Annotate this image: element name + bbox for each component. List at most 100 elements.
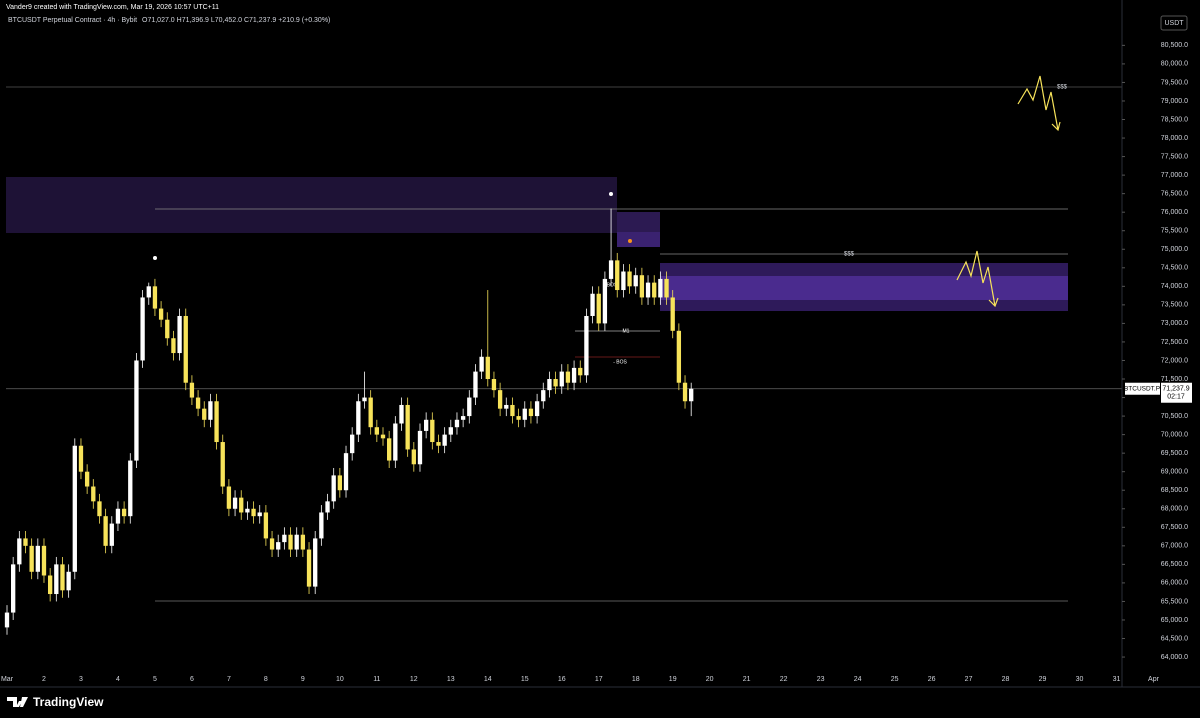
y-tick-label: 77,000.0	[1161, 172, 1188, 179]
candle-body	[485, 356, 490, 380]
logo	[7, 697, 28, 707]
candle-body	[134, 360, 139, 461]
x-tick-label: 9	[301, 676, 305, 683]
candle-body	[350, 434, 355, 454]
candle-body	[115, 508, 121, 524]
candle-body	[689, 388, 694, 402]
candle-body	[152, 286, 158, 309]
candle-body	[460, 416, 466, 420]
candle-body	[121, 508, 127, 517]
x-tick-label: 7	[227, 676, 231, 683]
x-tick-label: 17	[595, 676, 603, 683]
x-tick-label: 30	[1076, 676, 1084, 683]
y-tick-label: 79,000.0	[1161, 98, 1188, 105]
annotation: - BOS	[613, 359, 627, 365]
candle-body	[504, 404, 509, 409]
symbol: BTCUSDT Perpetual Contract · 4h · Bybit	[8, 17, 137, 24]
x-tick-label: 5	[153, 676, 157, 683]
candle-body	[676, 330, 682, 383]
candle-body	[639, 275, 645, 298]
y-tick-label: 72,000.0	[1161, 357, 1188, 364]
candle-body	[251, 508, 256, 517]
candle-body	[319, 512, 324, 539]
candle-body	[510, 404, 515, 417]
annotation: $$$	[1057, 85, 1068, 91]
candle-body	[66, 571, 71, 591]
marker	[628, 239, 632, 243]
x-tick-label: 23	[817, 676, 825, 683]
x-tick-label: 28	[1002, 676, 1010, 683]
candle-body	[497, 390, 503, 409]
candle-body	[337, 475, 343, 491]
x-tick-label: 10	[336, 676, 344, 683]
candle-body	[417, 430, 423, 465]
candle-body	[325, 501, 330, 513]
candle-body	[658, 278, 663, 298]
candle-body	[596, 293, 601, 324]
x-tick-label: 16	[558, 676, 566, 683]
candle-body	[473, 371, 478, 398]
projection	[956, 250, 996, 307]
candle-body	[11, 564, 16, 613]
annotation: $$$	[844, 252, 855, 258]
candle-body	[682, 382, 688, 402]
candle-body	[331, 475, 336, 502]
credit: Vander9 created with TradingView.com, Ma…	[6, 4, 219, 11]
candle-body	[29, 545, 34, 572]
candle-body	[208, 401, 213, 420]
candle-body	[534, 401, 540, 417]
candle-body	[171, 338, 176, 354]
candle-body	[565, 371, 571, 383]
y-tick-label: 65,000.0	[1161, 617, 1188, 624]
x-tick-label: 12	[410, 676, 418, 683]
candle-body	[183, 315, 188, 383]
candle-body	[664, 278, 669, 298]
x-tick-label: 14	[484, 676, 492, 683]
candle-body	[590, 293, 595, 316]
candle-body	[652, 282, 657, 298]
y-tick-label: 80,000.0	[1161, 61, 1188, 68]
candle-body	[559, 371, 564, 387]
x-tick-label: 21	[743, 676, 751, 683]
candle-body	[232, 497, 238, 509]
candle-body	[430, 419, 435, 443]
y-tick-label: 64,500.0	[1161, 635, 1188, 642]
footer	[0, 688, 1200, 718]
candle-body	[202, 408, 207, 420]
candle-body	[288, 534, 293, 550]
x-tick-label: 6	[190, 676, 194, 683]
candle-body	[615, 260, 620, 291]
x-tick-label: 25	[891, 676, 899, 683]
currency-box	[1160, 15, 1188, 31]
candle-body	[189, 382, 195, 398]
x-tick-label: 13	[447, 676, 455, 683]
x-tick-label: 11	[373, 676, 380, 683]
candle-body	[109, 523, 114, 546]
price-label: 71,237.9	[1162, 386, 1189, 393]
symbol-box	[1125, 382, 1160, 395]
candle-body	[343, 453, 349, 491]
x-tick-label: 2	[42, 676, 46, 683]
ohlc: O71,027.0 H71,396.9 L70,452.0 C71,237.9 …	[142, 17, 330, 24]
candle-body	[84, 471, 90, 487]
candle-body	[584, 315, 589, 376]
candle-body	[368, 397, 373, 428]
candle-body	[633, 275, 638, 287]
candle-body	[621, 271, 626, 291]
candle-body	[17, 538, 22, 565]
candle-body	[528, 408, 534, 417]
candle-body	[448, 427, 453, 435]
price-box	[1161, 382, 1192, 403]
x-tick-label: Mar	[1, 676, 14, 683]
countdown: 02:17	[1167, 394, 1185, 401]
candle-body	[4, 612, 10, 628]
candle-body	[306, 549, 312, 587]
candle-body	[356, 401, 361, 435]
y-tick-label: 66,500.0	[1161, 561, 1188, 568]
candle-body	[214, 401, 219, 443]
candle-body	[245, 508, 250, 513]
candle-body	[72, 445, 77, 572]
y-tick-label: 78,000.0	[1161, 135, 1188, 142]
